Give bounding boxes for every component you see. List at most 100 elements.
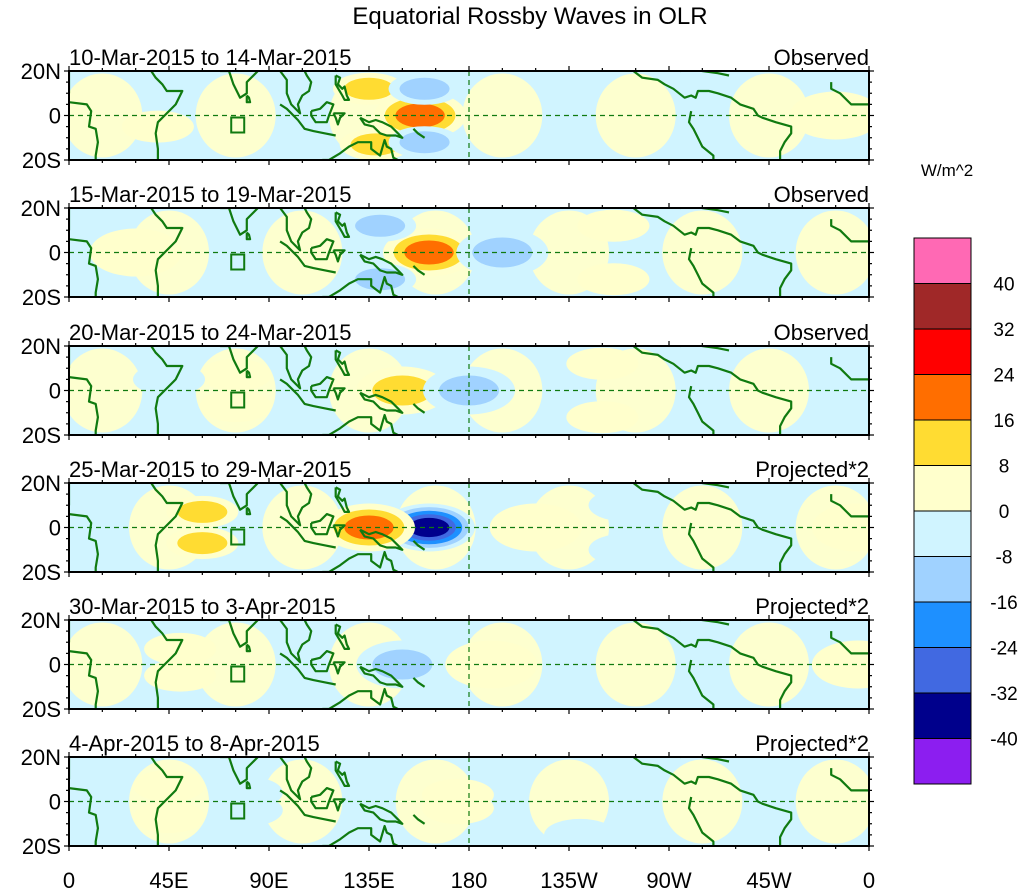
panel-4: 20N 0 20S 25-Mar-2015 to 29-Mar-2015 Project… [21, 457, 874, 585]
coastline [150, 346, 184, 435]
coastline [310, 238, 335, 261]
field-band [795, 759, 869, 844]
coastline [334, 623, 351, 650]
coastline [680, 620, 730, 626]
coastline [279, 240, 336, 274]
negative-anomaly-contour [588, 533, 661, 566]
coastline [632, 71, 793, 160]
coastline [830, 357, 869, 381]
field-band [795, 210, 869, 295]
coastline [412, 540, 426, 551]
coastline [310, 376, 335, 399]
chart-title: Equatorial Rossby Waves in OLR [352, 3, 707, 30]
coastline [680, 71, 730, 77]
y-tick-label: 20S [22, 697, 61, 722]
colorbar-level-label: 0 [999, 502, 1010, 523]
y-tick-label: 20N [21, 471, 61, 496]
y-tick-label: 20S [22, 560, 61, 585]
coastline [69, 101, 99, 160]
field-band [262, 485, 343, 570]
coastline [220, 208, 259, 236]
coastline [687, 796, 715, 846]
coastline [412, 677, 426, 688]
coastline [632, 620, 793, 709]
colorbar-swatch [913, 465, 972, 512]
coastline [412, 403, 426, 414]
coastline [322, 824, 399, 846]
positive-anomaly-contour [199, 358, 272, 391]
coastline [279, 103, 336, 137]
x-tick-label: 135E [343, 868, 394, 890]
colorbar-swatch [913, 374, 972, 421]
field-band [69, 348, 143, 433]
coastline [680, 757, 730, 763]
positive-anomaly-contour [177, 500, 228, 523]
coastline [69, 650, 99, 709]
coastline [332, 249, 346, 263]
coastline [332, 387, 346, 401]
coastline [69, 376, 99, 435]
coastline [359, 528, 404, 551]
colorbar-level-label: 40 [993, 275, 1014, 296]
coastline [334, 349, 351, 376]
colorbar-units-label: W/m^2 [921, 161, 973, 180]
panel-1: 20N 0 20S 10-Mar-2015 to 14-Mar-2015 Observe… [21, 45, 874, 173]
coastline [830, 494, 869, 518]
y-tick-label: 0 [49, 653, 61, 678]
coastline [687, 385, 715, 435]
colorbar-level-label: -16 [990, 593, 1017, 614]
region-box [230, 528, 246, 546]
positive-anomaly-contour [489, 503, 582, 552]
positive-anomaly-contour [566, 401, 639, 434]
coastline [334, 74, 351, 101]
positive-anomaly-contour [577, 263, 650, 296]
y-tick-label: 20N [21, 334, 61, 359]
x-tick-label: 90E [249, 868, 288, 890]
colorbar-level-label: 16 [993, 411, 1014, 432]
positive-anomaly-contour [133, 769, 205, 802]
positive-anomaly-contour [421, 792, 494, 825]
coastline [150, 208, 184, 297]
colorbar-swatch [913, 601, 972, 648]
coastline [245, 369, 252, 379]
coastline [332, 661, 346, 675]
negative-anomaly-contour [399, 131, 450, 154]
coastline [359, 253, 404, 276]
coastline [412, 814, 426, 825]
positive-anomaly-contour [144, 632, 217, 665]
coastline [687, 247, 715, 297]
coastline [279, 378, 336, 412]
coastline [220, 71, 259, 99]
x-axis: 0 45E 90E 135E 180 135W 90W 45W 0 [63, 868, 875, 890]
y-tick-label: 20S [22, 148, 61, 173]
coastline [279, 789, 336, 823]
field-band [69, 622, 143, 707]
y-tick-label: 20S [22, 285, 61, 310]
panel-status-label: Projected*2 [755, 457, 869, 482]
coastline [334, 486, 351, 513]
coastline [245, 94, 252, 104]
coastline [359, 802, 404, 825]
coastline [322, 687, 399, 709]
field-band [595, 73, 676, 158]
colorbar-level-label: -8 [996, 548, 1013, 569]
field-band [729, 348, 809, 433]
coastline [687, 522, 715, 572]
colorbar-level-label: 24 [993, 366, 1015, 387]
coastline [680, 483, 730, 489]
colorbar-level-label: 32 [993, 320, 1014, 341]
y-tick-label: 0 [49, 241, 61, 266]
coastline [334, 211, 351, 238]
coastline [632, 483, 793, 572]
coastline [279, 346, 313, 390]
coastline [279, 652, 336, 686]
colorbar-swatch [913, 692, 972, 739]
colorbar-level-label: -32 [990, 684, 1017, 705]
colorbar-swatch [913, 419, 972, 466]
region-box [230, 116, 246, 134]
y-tick-label: 20S [22, 834, 61, 859]
coastline [279, 757, 313, 801]
panel-status-label: Projected*2 [755, 594, 869, 619]
y-tick-label: 20N [21, 745, 61, 770]
field-band [729, 622, 809, 707]
